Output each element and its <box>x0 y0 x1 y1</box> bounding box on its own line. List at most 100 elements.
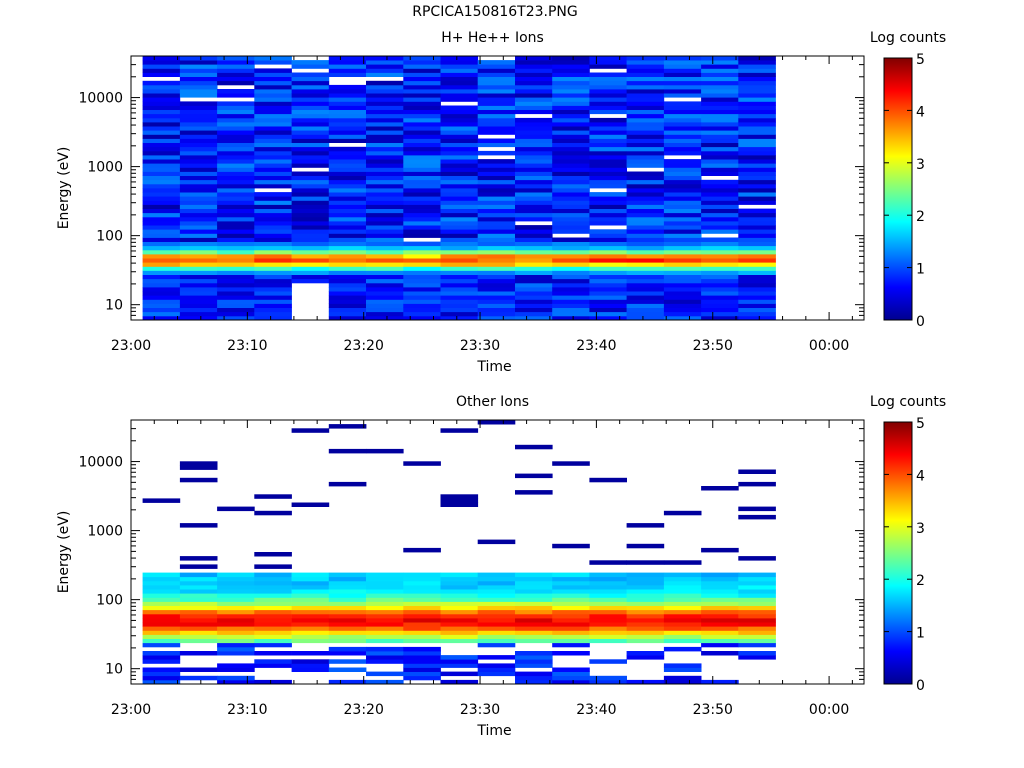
spectrogram-cell <box>515 56 553 61</box>
spectrogram-cell <box>328 216 367 222</box>
spectrogram-cell <box>626 109 665 115</box>
spectrogram-cell <box>440 576 479 582</box>
spectrogram-cell <box>366 249 404 255</box>
spectrogram-cell <box>179 237 218 242</box>
spectrogram-cell <box>179 282 218 288</box>
spectrogram-cell <box>515 282 553 288</box>
spectrogram-cell <box>738 196 776 201</box>
spectrogram-cell <box>663 278 702 284</box>
spectrogram-cell <box>477 159 516 164</box>
spectrogram-cell <box>738 311 776 317</box>
spectrogram-cell <box>738 138 776 143</box>
spectrogram-cell <box>440 572 479 578</box>
spectrogram-cell <box>515 473 553 479</box>
spectrogram-cell <box>589 142 627 148</box>
spectrogram-cell <box>626 113 665 119</box>
spectrogram-cell <box>626 233 665 238</box>
spectrogram-cell <box>440 630 479 635</box>
spectrogram-cell <box>328 163 367 168</box>
spectrogram-cell <box>589 72 627 77</box>
spectrogram-cell <box>291 254 330 259</box>
colorbar-tick-label: 5 <box>916 416 925 432</box>
spectrogram-cell <box>142 113 181 119</box>
spectrogram-cell <box>552 671 590 677</box>
spectrogram-cell <box>552 146 590 152</box>
spectrogram-cell <box>217 295 255 300</box>
spectrogram-cell <box>403 291 441 296</box>
spectrogram-cell <box>701 163 739 168</box>
spectrogram-cell <box>403 671 441 677</box>
spectrogram-cell <box>291 101 330 106</box>
spectrogram-cell <box>254 68 292 73</box>
spectrogram-cell <box>291 249 330 255</box>
spectrogram-cell <box>738 183 776 189</box>
spectrogram-cell <box>663 663 702 668</box>
spectrogram-cell <box>701 204 739 209</box>
spectrogram-cell <box>515 278 553 284</box>
x-tick-label: 23:50 <box>693 338 733 354</box>
spectrogram-cell <box>477 105 516 110</box>
spectrogram-cell <box>515 84 553 90</box>
spectrogram-cell <box>626 159 665 164</box>
spectrogram-cell <box>291 72 330 77</box>
spectrogram-cell <box>663 80 702 86</box>
spectrogram-cell <box>515 651 553 656</box>
spectrogram-cell <box>142 634 181 639</box>
spectrogram-cell <box>515 200 553 205</box>
spectrogram-cell <box>366 659 404 664</box>
spectrogram-cell <box>440 84 479 90</box>
spectrogram-cell <box>589 155 627 160</box>
spectrogram-cell <box>291 428 330 433</box>
spectrogram-cell <box>701 113 739 119</box>
spectrogram-cell <box>217 315 255 321</box>
spectrogram-cell <box>403 212 441 218</box>
spectrogram-cell <box>142 200 181 205</box>
spectrogram-cell <box>142 134 181 139</box>
spectrogram-cell <box>663 72 702 77</box>
spectrogram-cell <box>701 572 739 578</box>
spectrogram-cell <box>738 278 776 284</box>
spectrogram-cell <box>552 254 590 259</box>
spectrogram-cell <box>328 295 367 300</box>
spectrogram-cell <box>626 89 665 94</box>
spectrogram-cell <box>701 609 739 615</box>
spectrogram-cell <box>477 266 516 271</box>
spectrogram-cell <box>515 146 553 152</box>
spectrogram-cell <box>366 605 404 611</box>
spectrogram-cell <box>626 282 665 288</box>
spectrogram-cell <box>477 216 516 222</box>
spectrogram-cell <box>440 258 479 263</box>
spectrogram-cell <box>142 72 181 77</box>
spectrogram-cell <box>626 196 665 201</box>
spectrogram-cell <box>440 179 479 185</box>
spectrogram-cell <box>440 593 479 598</box>
spectrogram-cell <box>142 655 181 660</box>
spectrogram-cell <box>291 651 330 656</box>
spectrogram-cell <box>440 659 479 664</box>
spectrogram-cell <box>663 622 702 627</box>
spectrogram-cell <box>552 68 590 73</box>
spectrogram-cell <box>738 105 776 110</box>
spectrogram-cell <box>663 291 702 296</box>
spectrogram-cell <box>663 150 702 156</box>
spectrogram-cell <box>477 303 516 308</box>
spectrogram-cell <box>701 159 739 164</box>
spectrogram-cell <box>254 266 292 271</box>
spectrogram-cell <box>179 130 218 135</box>
spectrogram-cell <box>366 254 404 259</box>
spectrogram-cell <box>179 254 218 259</box>
spectrogram-cell <box>626 274 665 280</box>
spectrogram-cell <box>217 109 255 115</box>
spectrogram-cell <box>217 307 255 313</box>
spectrogram-cell <box>515 167 553 172</box>
spectrogram-cell <box>552 580 590 586</box>
spectrogram-cell <box>217 159 255 164</box>
spectrogram-cell <box>179 564 218 569</box>
spectrogram-cell <box>515 601 553 606</box>
panel-title: Other Ions <box>456 394 529 410</box>
spectrogram-cell <box>589 605 627 611</box>
colorbar-tick-label: 2 <box>916 209 925 225</box>
spectrogram-cell <box>552 618 590 623</box>
spectrogram-cell <box>254 159 292 164</box>
spectrogram-cell <box>179 556 218 561</box>
